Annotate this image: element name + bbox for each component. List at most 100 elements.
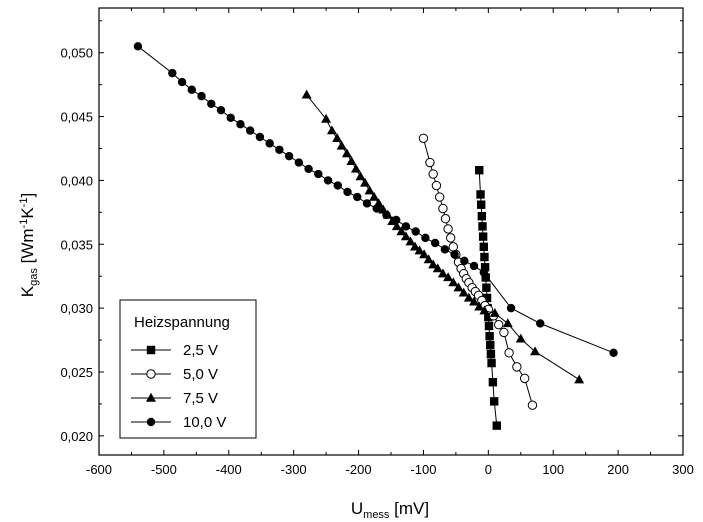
data-point xyxy=(423,254,434,264)
data-point xyxy=(515,333,526,343)
legend-label: 7,5 V xyxy=(183,390,218,407)
x-tick-label: -400 xyxy=(216,462,242,477)
data-point xyxy=(265,139,274,148)
legend-marker xyxy=(146,392,156,402)
data-point xyxy=(430,238,440,248)
data-point xyxy=(438,203,448,214)
data-point xyxy=(177,77,187,87)
data-point xyxy=(443,224,453,234)
data-point xyxy=(574,374,585,384)
data-point xyxy=(245,126,255,135)
data-point xyxy=(494,320,504,330)
data-point xyxy=(216,105,226,115)
data-point xyxy=(400,231,411,241)
data-point xyxy=(489,308,500,317)
data-point xyxy=(323,176,333,185)
series-layer xyxy=(133,42,618,430)
data-point xyxy=(443,272,454,282)
data-point xyxy=(410,241,421,251)
data-point xyxy=(477,211,487,221)
data-point xyxy=(530,346,541,356)
y-axis-title: Kgas [Wm-1K-1] xyxy=(18,193,40,297)
legend-marker xyxy=(146,369,156,379)
data-point xyxy=(419,249,430,259)
data-point xyxy=(527,400,538,410)
data-point xyxy=(450,250,459,259)
x-axis-title: Umess [mV] xyxy=(351,499,429,521)
data-point xyxy=(489,397,499,406)
data-point xyxy=(207,99,216,108)
data-point xyxy=(411,227,420,236)
legend-marker xyxy=(146,345,156,355)
data-point xyxy=(484,312,493,322)
data-point xyxy=(486,349,496,359)
data-point xyxy=(458,287,469,297)
data-point xyxy=(492,421,501,430)
data-point xyxy=(341,148,352,158)
data-point xyxy=(304,164,313,174)
data-point xyxy=(360,177,371,187)
data-point xyxy=(421,233,430,243)
y-tick-label: 0,020 xyxy=(60,429,93,444)
data-point xyxy=(448,277,459,287)
data-point xyxy=(187,85,196,94)
data-point xyxy=(197,91,206,101)
data-point xyxy=(536,319,545,328)
data-point xyxy=(480,252,489,262)
data-point xyxy=(445,233,456,243)
data-point xyxy=(414,245,425,255)
data-point xyxy=(236,120,245,129)
data-point xyxy=(226,113,235,123)
data-point xyxy=(478,232,488,241)
x-tick-label: -600 xyxy=(86,462,112,477)
data-point xyxy=(362,199,372,208)
data-point xyxy=(506,303,516,313)
data-point xyxy=(301,89,312,99)
data-point xyxy=(440,245,450,254)
x-tick-label: -200 xyxy=(346,462,372,477)
data-point xyxy=(355,171,366,181)
data-point xyxy=(255,132,265,142)
series-2 xyxy=(301,89,585,384)
data-point xyxy=(401,222,411,231)
data-point xyxy=(284,151,294,161)
data-point xyxy=(478,222,487,231)
data-point xyxy=(321,113,332,123)
x-tick-label: -300 xyxy=(281,462,307,477)
data-point xyxy=(479,242,488,252)
data-point xyxy=(391,221,402,231)
y-tick-label: 0,045 xyxy=(60,110,93,125)
data-point xyxy=(474,301,485,311)
x-tick-label: -500 xyxy=(151,462,177,477)
x-tick-label: 0 xyxy=(485,462,492,477)
data-point xyxy=(463,292,474,302)
data-point xyxy=(512,362,522,372)
data-point xyxy=(484,321,494,331)
data-point xyxy=(333,181,342,190)
x-axis-title-unit: [mV] xyxy=(389,499,429,518)
data-point xyxy=(353,192,362,202)
data-point xyxy=(499,327,509,338)
data-point xyxy=(482,283,491,292)
legend: Heizspannung 2,5 V 5,0 V 7,5 V 10,0 V xyxy=(119,299,257,439)
legend-entry: 7,5 V xyxy=(131,390,218,407)
x-tick-label: 100 xyxy=(542,462,564,477)
data-point xyxy=(369,191,380,201)
data-point xyxy=(479,268,488,277)
data-point xyxy=(432,263,443,273)
legend-entries: 2,5 V 5,0 V 7,5 V 10,0 V xyxy=(131,342,226,431)
data-point xyxy=(609,348,618,358)
data-point xyxy=(382,210,391,220)
data-point xyxy=(425,157,435,168)
legend-label: 2,5 V xyxy=(183,342,218,359)
data-point xyxy=(480,263,490,272)
legend-entry: 10,0 V xyxy=(131,414,226,431)
data-point xyxy=(460,256,469,266)
x-axis-title-subscript: mess xyxy=(363,509,390,521)
data-point xyxy=(133,42,143,51)
data-point xyxy=(346,156,357,165)
legend-box xyxy=(119,299,257,439)
data-point xyxy=(336,140,347,150)
data-point xyxy=(504,348,514,358)
